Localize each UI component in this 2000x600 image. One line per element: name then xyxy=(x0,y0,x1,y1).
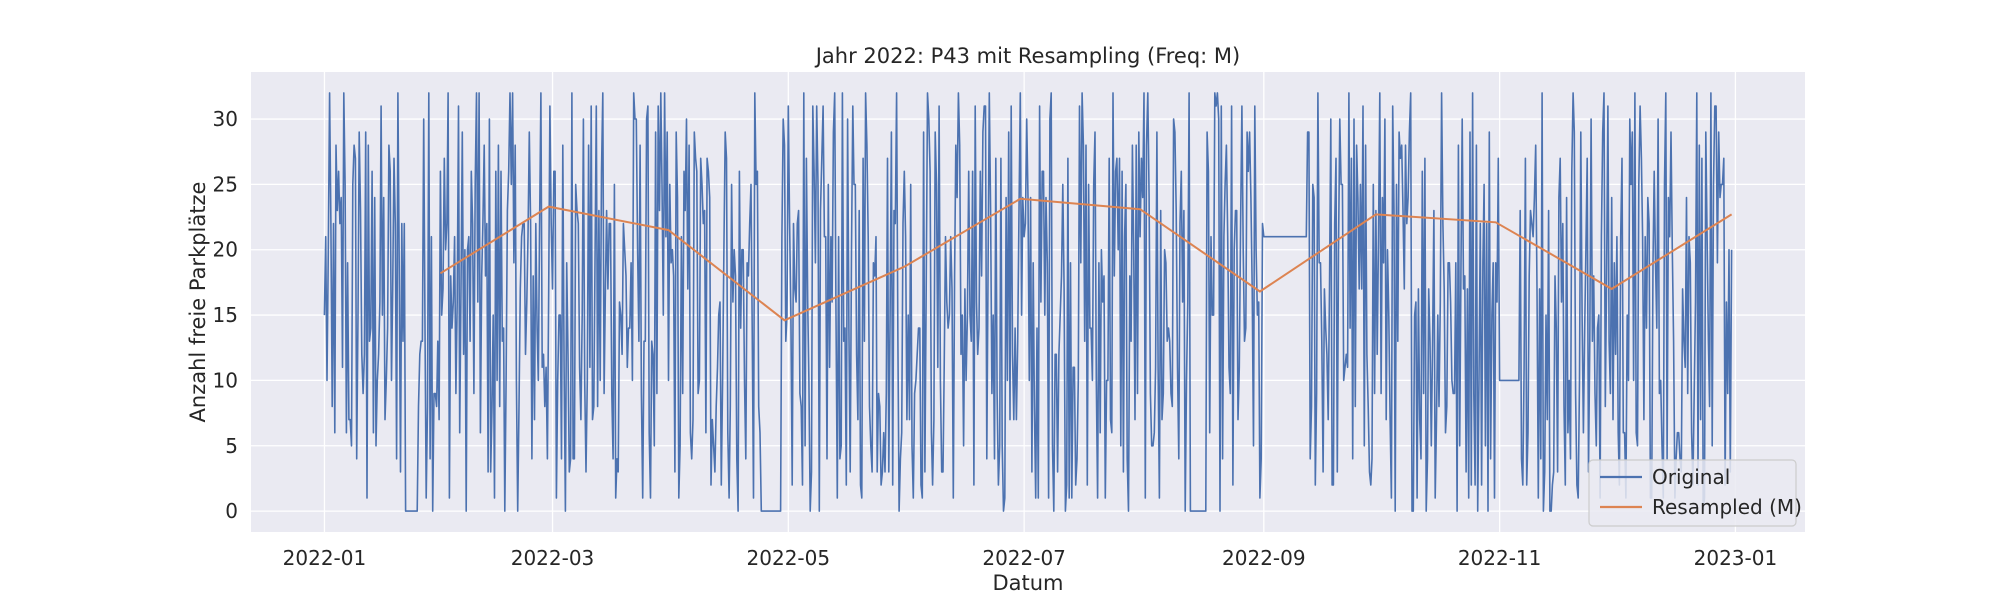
y-tick-label: 10 xyxy=(213,368,238,392)
x-tick-label: 2022-01 xyxy=(283,546,367,570)
legend-label-original: Original xyxy=(1652,465,1730,489)
x-tick-label: 2023-01 xyxy=(1694,546,1778,570)
x-tick-label: 2022-07 xyxy=(982,546,1066,570)
series-layer xyxy=(323,92,1733,512)
x-tick-label: 2022-11 xyxy=(1458,546,1542,570)
y-tick-label: 5 xyxy=(225,434,238,458)
x-tick-label: 2022-03 xyxy=(511,546,595,570)
y-tick-label: 0 xyxy=(225,499,238,523)
y-tick-label: 20 xyxy=(213,238,238,262)
x-tick-label: 2022-09 xyxy=(1222,546,1306,570)
chart-title: Jahr 2022: P43 mit Resampling (Freq: M) xyxy=(814,44,1241,68)
y-tick-label: 30 xyxy=(213,107,238,131)
y-tick-label: 15 xyxy=(213,303,238,327)
x-axis-label: Datum xyxy=(992,571,1063,595)
series-original-line xyxy=(323,92,1733,512)
series-resampled-line xyxy=(439,197,1733,322)
y-axis-label: Anzahl freie Parkplätze xyxy=(186,182,210,423)
legend: Original Resampled (M) xyxy=(1588,459,1802,527)
y-tick-label: 25 xyxy=(213,172,238,196)
legend-label-resampled: Resampled (M) xyxy=(1652,495,1802,519)
tick-labels: 2022-01 2022-03 2022-05 2022-07 2022-09 2022-… xyxy=(213,107,1778,570)
x-tick-label: 2022-05 xyxy=(747,546,831,570)
